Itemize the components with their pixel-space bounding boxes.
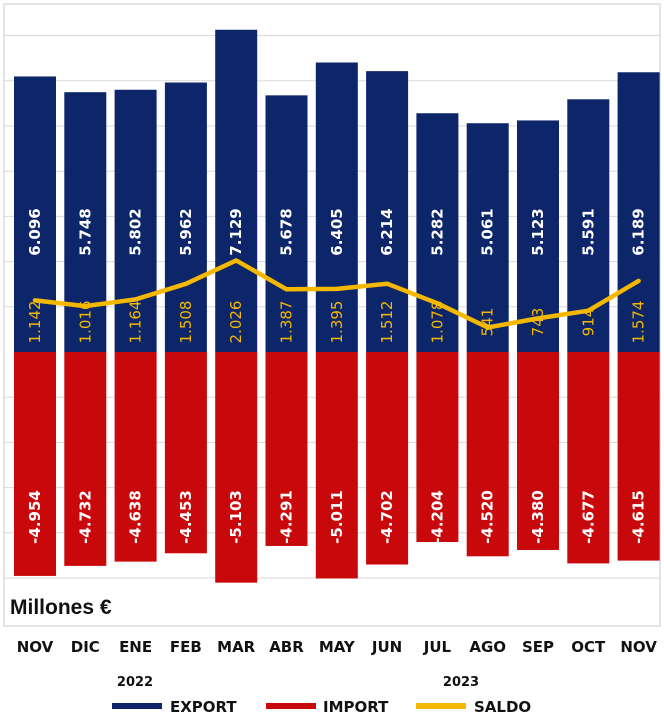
month-tick-label: MAR xyxy=(217,638,256,656)
export-bar xyxy=(466,123,509,352)
import-value-label: -4.204 xyxy=(428,490,446,544)
saldo-value-label: 1.016 xyxy=(76,301,94,344)
export-value-label: 5.061 xyxy=(479,208,497,255)
legend-label: SALDO xyxy=(474,698,531,713)
export-bar xyxy=(265,95,308,352)
export-value-label: 6.096 xyxy=(26,208,44,255)
import-value-label: -4.702 xyxy=(378,490,396,544)
export-bar xyxy=(164,82,207,352)
export-value-label: 6.405 xyxy=(328,208,346,255)
month-tick-label: SEP xyxy=(522,638,554,656)
legend-item: SALDO xyxy=(416,698,531,716)
month-tick-label: ENE xyxy=(119,638,152,656)
import-value-label: -4.453 xyxy=(177,490,195,544)
import-bar xyxy=(366,352,409,565)
year-label: 2022 xyxy=(117,675,153,690)
export-value-label: 7.129 xyxy=(227,208,245,255)
export-value-label: 5.123 xyxy=(529,208,547,255)
saldo-value-label: 1.387 xyxy=(278,301,296,344)
month-tick-label: ABR xyxy=(269,638,304,656)
month-tick-label: JUL xyxy=(423,638,452,656)
legend-item: EXPORT xyxy=(112,698,237,716)
import-value-label: -4.291 xyxy=(278,490,296,544)
import-value-label: -4.380 xyxy=(529,490,547,544)
saldo-value-label: 1.164 xyxy=(127,301,145,344)
saldo-line-layer xyxy=(32,258,641,330)
month-tick-label: OCT xyxy=(571,638,606,656)
saldo-value-label: 1.142 xyxy=(26,301,44,344)
saldo-value-label: 1.395 xyxy=(328,301,346,344)
export-value-label: 5.282 xyxy=(428,208,446,255)
export-value-label: 5.802 xyxy=(127,208,145,255)
export-value-label: 5.748 xyxy=(76,208,94,255)
import-value-label: -4.520 xyxy=(479,490,497,544)
import-value-label: -4.615 xyxy=(630,490,648,544)
legend-swatch xyxy=(416,703,466,709)
month-tick-label: NOV xyxy=(620,638,657,656)
month-tick-label: AGO xyxy=(469,638,506,656)
export-bar xyxy=(14,76,56,352)
import-value-label: -5.011 xyxy=(328,490,346,544)
import-bar xyxy=(466,352,509,557)
import-value-label: -4.732 xyxy=(76,490,94,544)
import-bar xyxy=(416,352,459,543)
saldo-value-label: 914 xyxy=(579,308,597,337)
export-value-label: 5.591 xyxy=(579,208,597,255)
bars xyxy=(14,29,660,583)
export-bar xyxy=(617,72,660,352)
saldo-value-label: 1.508 xyxy=(177,301,195,344)
x-axis: NOV DIC ENE FEB MAR ABR MAY JUN JUL AGO SEP OCT NOV xyxy=(17,638,658,656)
month-tick-label: NOV xyxy=(17,638,54,656)
legend-label: IMPORT xyxy=(323,698,389,713)
export-bar xyxy=(114,89,157,352)
year-label: 2023 xyxy=(443,675,479,690)
saldo-value-label: 743 xyxy=(529,308,547,337)
export-value-label: 5.678 xyxy=(278,208,296,255)
legend-label: EXPORT xyxy=(170,698,237,713)
import-value-label: -4.954 xyxy=(26,490,44,544)
saldo-value-label: 1.512 xyxy=(378,301,396,344)
import-value-label: -4.638 xyxy=(127,490,145,544)
legend-swatch xyxy=(112,703,162,709)
import-bar xyxy=(215,352,258,583)
export-value-label: 5.962 xyxy=(177,208,195,255)
export-bar xyxy=(366,71,409,352)
saldo-value-label: 1.574 xyxy=(630,301,648,344)
export-value-label: 6.189 xyxy=(630,208,648,255)
import-bar xyxy=(567,352,610,564)
legend: EXPORT IMPORT SALDO xyxy=(112,698,531,716)
import-value-label: -5.103 xyxy=(227,490,245,544)
month-tick-label: JUN xyxy=(371,638,402,656)
export-bar xyxy=(215,29,258,353)
import-bar xyxy=(114,352,157,562)
import-bar xyxy=(64,352,107,566)
year-labels: 2022 2023 xyxy=(117,675,479,690)
saldo-value-label: 1.078 xyxy=(428,301,446,344)
import-bar xyxy=(617,352,660,561)
month-tick-label: FEB xyxy=(170,638,202,656)
saldo-line xyxy=(32,258,641,330)
export-bar xyxy=(315,62,358,353)
month-tick-label: MAY xyxy=(319,638,356,656)
import-bar xyxy=(315,352,358,579)
import-bar xyxy=(164,352,207,554)
import-bar xyxy=(14,352,56,576)
legend-item: IMPORT xyxy=(266,698,389,716)
import-value-label: -4.677 xyxy=(579,490,597,544)
month-tick-label: DIC xyxy=(71,638,100,656)
legend-swatch xyxy=(266,703,316,709)
data-labels: 6.096 1.142 -4.954 5.748 1.016 -4.732 5.802 1.1… xyxy=(26,208,648,544)
saldo-value-label: 541 xyxy=(479,308,497,337)
import-bar xyxy=(265,352,308,546)
export-bar xyxy=(64,92,107,352)
export-value-label: 6.214 xyxy=(378,208,396,255)
unit-label: Millones € xyxy=(10,596,112,619)
saldo-value-label: 2.026 xyxy=(227,301,245,344)
import-bar xyxy=(517,352,559,550)
export-bar xyxy=(517,120,559,352)
